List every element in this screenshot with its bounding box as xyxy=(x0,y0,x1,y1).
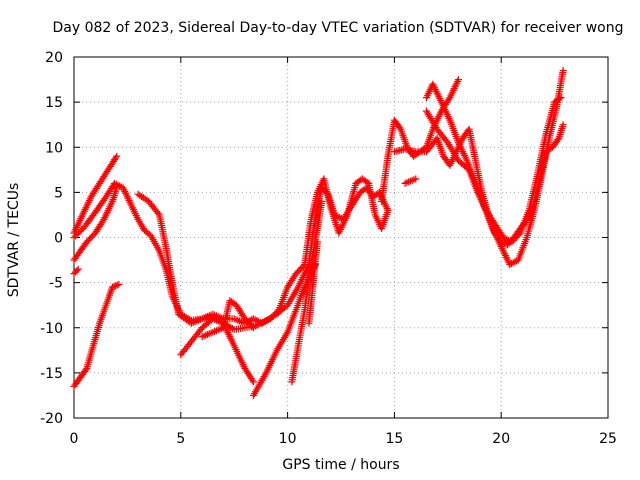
data-point xyxy=(74,265,82,273)
data-point xyxy=(559,121,567,129)
data-marks xyxy=(70,67,567,399)
y-tick-label: -10 xyxy=(40,321,63,337)
data-point xyxy=(412,175,420,183)
data-point xyxy=(299,262,307,270)
series-track-5 xyxy=(134,175,392,327)
data-point xyxy=(506,237,514,245)
series-track-16 xyxy=(70,265,82,278)
data-point xyxy=(318,197,326,205)
series-track-6 xyxy=(177,315,257,386)
data-point xyxy=(314,238,322,246)
series-track-3 xyxy=(70,280,123,390)
data-point xyxy=(384,206,392,214)
x-tick-label: 25 xyxy=(599,431,617,447)
y-axis-label: SDTVAR / TECUs xyxy=(6,183,22,298)
series-track-7 xyxy=(198,297,257,341)
data-point xyxy=(249,324,257,332)
y-tick-label: -5 xyxy=(49,276,63,292)
data-point xyxy=(515,230,523,238)
data-point xyxy=(154,209,162,217)
x-tick-labels: 0 5 10 15 20 25 xyxy=(70,431,617,447)
y-tick-label: 15 xyxy=(45,95,63,111)
x-tick-label: 15 xyxy=(385,431,403,447)
series-track-15 xyxy=(401,175,420,187)
data-point xyxy=(78,226,86,234)
data-point xyxy=(557,94,565,102)
series-track-14 xyxy=(422,94,565,246)
data-point xyxy=(248,376,256,384)
x-tick-label: 0 xyxy=(70,431,79,447)
series-track-4 xyxy=(70,184,121,264)
data-point xyxy=(249,378,257,386)
y-tick-labels: -20 -15 -10 -5 0 5 10 15 20 xyxy=(40,50,63,427)
data-point xyxy=(113,281,121,289)
series-track-13 xyxy=(422,67,567,269)
data-point xyxy=(248,322,256,330)
data-point xyxy=(108,283,116,291)
x-tick-label: 20 xyxy=(492,431,510,447)
data-point xyxy=(274,307,282,315)
y-tick-label: 5 xyxy=(54,185,63,201)
data-point xyxy=(396,124,404,132)
series-track-2 xyxy=(70,152,121,237)
data-point xyxy=(112,282,120,290)
series-track-1 xyxy=(70,179,392,334)
data-point xyxy=(113,184,121,192)
x-tick-label: 5 xyxy=(176,431,185,447)
data-point xyxy=(112,154,120,162)
data-point xyxy=(559,67,567,75)
data-point xyxy=(454,76,462,84)
y-tick-label: 0 xyxy=(54,231,63,247)
data-point xyxy=(115,280,123,288)
data-point xyxy=(554,136,562,144)
x-tick-label: 10 xyxy=(279,431,297,447)
y-tick-label: -20 xyxy=(40,411,63,427)
y-tick-label: -15 xyxy=(40,366,63,382)
chart-title: Day 082 of 2023, Sidereal Day-to-day VTE… xyxy=(53,20,624,36)
axis-ticks xyxy=(73,56,609,419)
data-point xyxy=(555,95,563,103)
x-axis-label: GPS time / hours xyxy=(282,457,399,473)
series-track-10 xyxy=(305,238,322,327)
data-point xyxy=(73,267,81,275)
data-point xyxy=(82,366,90,374)
data-point xyxy=(110,282,118,290)
data-point xyxy=(113,152,121,160)
y-tick-label: 20 xyxy=(45,50,63,66)
data-point xyxy=(72,232,80,240)
y-tick-label: 10 xyxy=(45,140,63,156)
